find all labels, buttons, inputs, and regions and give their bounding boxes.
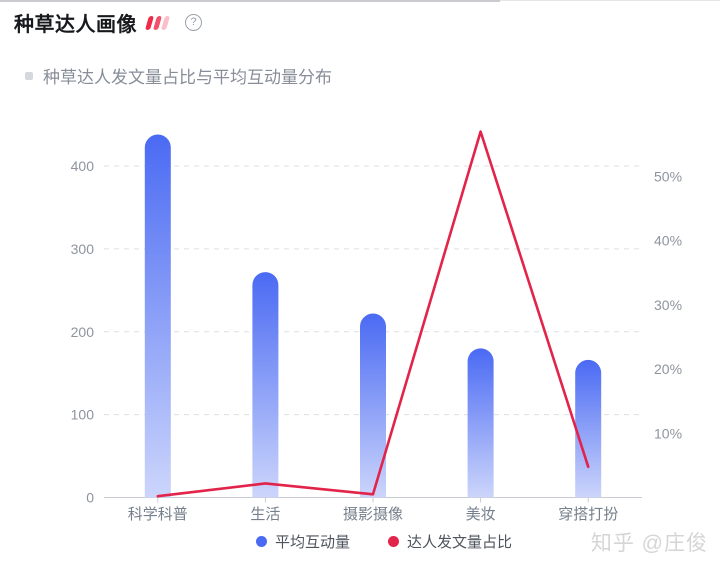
right-axis-label: 10% (654, 425, 682, 441)
category-label: 摄影摄像 (343, 506, 403, 523)
help-icon[interactable]: ? (185, 14, 202, 31)
legend-label-post-share: 达人发文量占比 (407, 534, 513, 551)
watermark: 知乎 @庄俊 (590, 532, 708, 555)
page-title: 种草达人画像 (14, 14, 137, 36)
left-axis-label: 100 (71, 407, 95, 423)
trend-line[interactable] (156, 130, 590, 498)
legend-item-post-share[interactable]: 达人发文量占比 (388, 531, 512, 552)
bar[interactable] (575, 359, 602, 498)
legend-dot-blue (255, 536, 267, 547)
right-axis-label: 20% (654, 361, 682, 377)
category-label: 穿搭打扮 (558, 506, 618, 523)
category-label: 美妆 (466, 506, 496, 523)
legend-item-avg-interaction[interactable]: 平均互动量 (255, 531, 350, 552)
left-axis-label: 0 (86, 490, 94, 506)
legend-label-avg-interaction: 平均互动量 (274, 534, 350, 551)
bar[interactable] (467, 348, 494, 498)
category-label: 生活 (250, 506, 280, 523)
right-axis-label: 40% (654, 233, 682, 249)
right-axis-label: 30% (654, 297, 682, 313)
top-border-dark (0, 0, 500, 2)
bar[interactable] (360, 313, 386, 498)
left-axis-label: 300 (71, 241, 95, 257)
chart-subtitle: 种草达人发文量占比与平均互动量分布 (43, 68, 332, 87)
panel-header: 种草达人画像 ? (14, 8, 202, 37)
left-axis-label: 400 (71, 158, 95, 174)
right-axis-label: 50% (654, 169, 682, 185)
chart-subtitle-row: 种草达人发文量占比与平均互动量分布 (25, 63, 332, 88)
left-axis-label: 200 (71, 324, 95, 340)
category-label: 科学科普 (128, 506, 188, 523)
bar[interactable] (144, 134, 171, 498)
subtitle-bullet-icon (25, 71, 33, 80)
chart-legend: 平均互动量 达人发文量占比 (0, 531, 720, 552)
legend-dot-red (388, 536, 399, 547)
bar[interactable] (252, 272, 279, 498)
